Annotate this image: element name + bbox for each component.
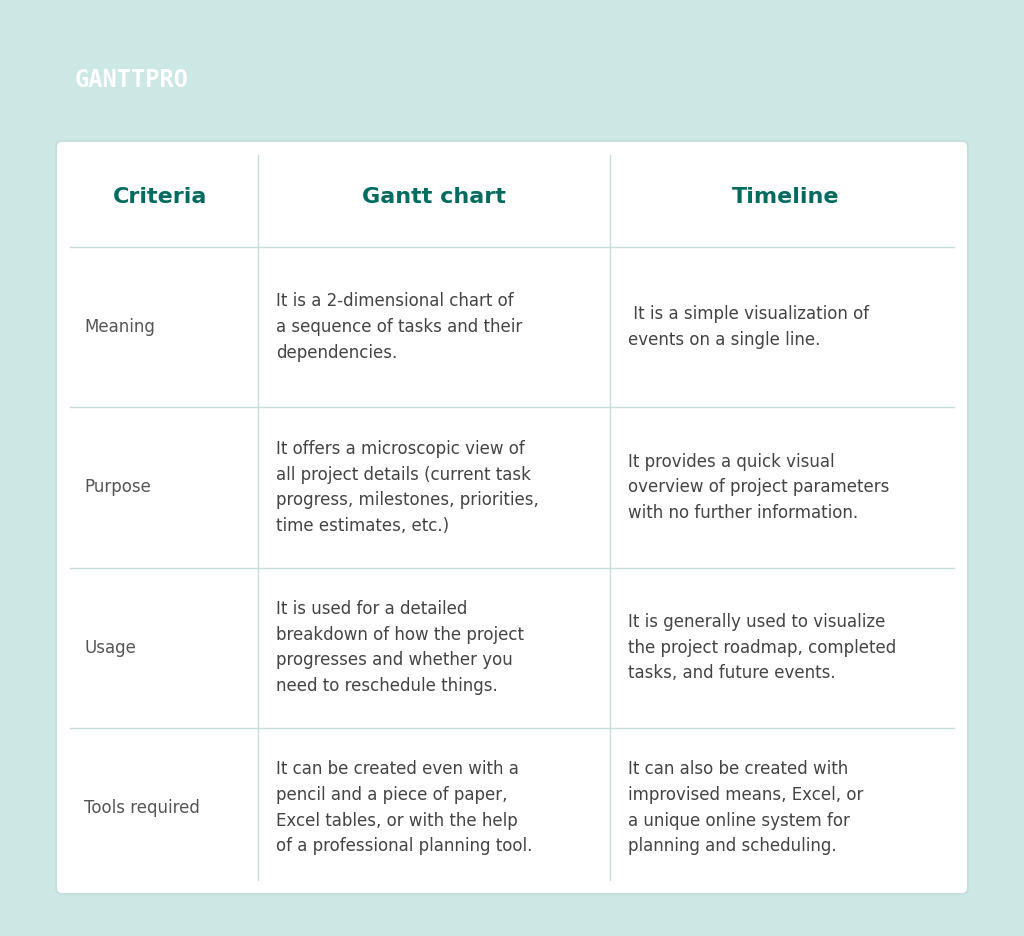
- Text: It is a 2-dimensional chart of
a sequence of tasks and their
dependencies.: It is a 2-dimensional chart of a sequenc…: [276, 292, 522, 362]
- FancyBboxPatch shape: [56, 141, 968, 894]
- Text: Purpose: Purpose: [84, 478, 151, 496]
- Text: It offers a microscopic view of
all project details (current task
progress, mile: It offers a microscopic view of all proj…: [276, 440, 539, 535]
- Text: Tools required: Tools required: [84, 798, 200, 817]
- Text: It can be created even with a
pencil and a piece of paper,
Excel tables, or with: It can be created even with a pencil and…: [276, 760, 532, 856]
- Text: Timeline: Timeline: [732, 187, 840, 207]
- Text: It is a simple visualization of
events on a single line.: It is a simple visualization of events o…: [628, 305, 869, 349]
- Text: It is used for a detailed
breakdown of how the project
progresses and whether yo: It is used for a detailed breakdown of h…: [276, 600, 524, 695]
- Text: Criteria: Criteria: [113, 187, 207, 207]
- Text: Meaning: Meaning: [84, 318, 155, 336]
- Text: Usage: Usage: [84, 638, 136, 657]
- Text: It provides a quick visual
overview of project parameters
with no further inform: It provides a quick visual overview of p…: [628, 453, 890, 522]
- Text: It is generally used to visualize
the project roadmap, completed
tasks, and futu: It is generally used to visualize the pr…: [628, 613, 896, 682]
- Text: GANTTPRO: GANTTPRO: [75, 68, 189, 92]
- Text: It can also be created with
improvised means, Excel, or
a unique online system f: It can also be created with improvised m…: [628, 760, 863, 856]
- Text: Gantt chart: Gantt chart: [362, 187, 506, 207]
